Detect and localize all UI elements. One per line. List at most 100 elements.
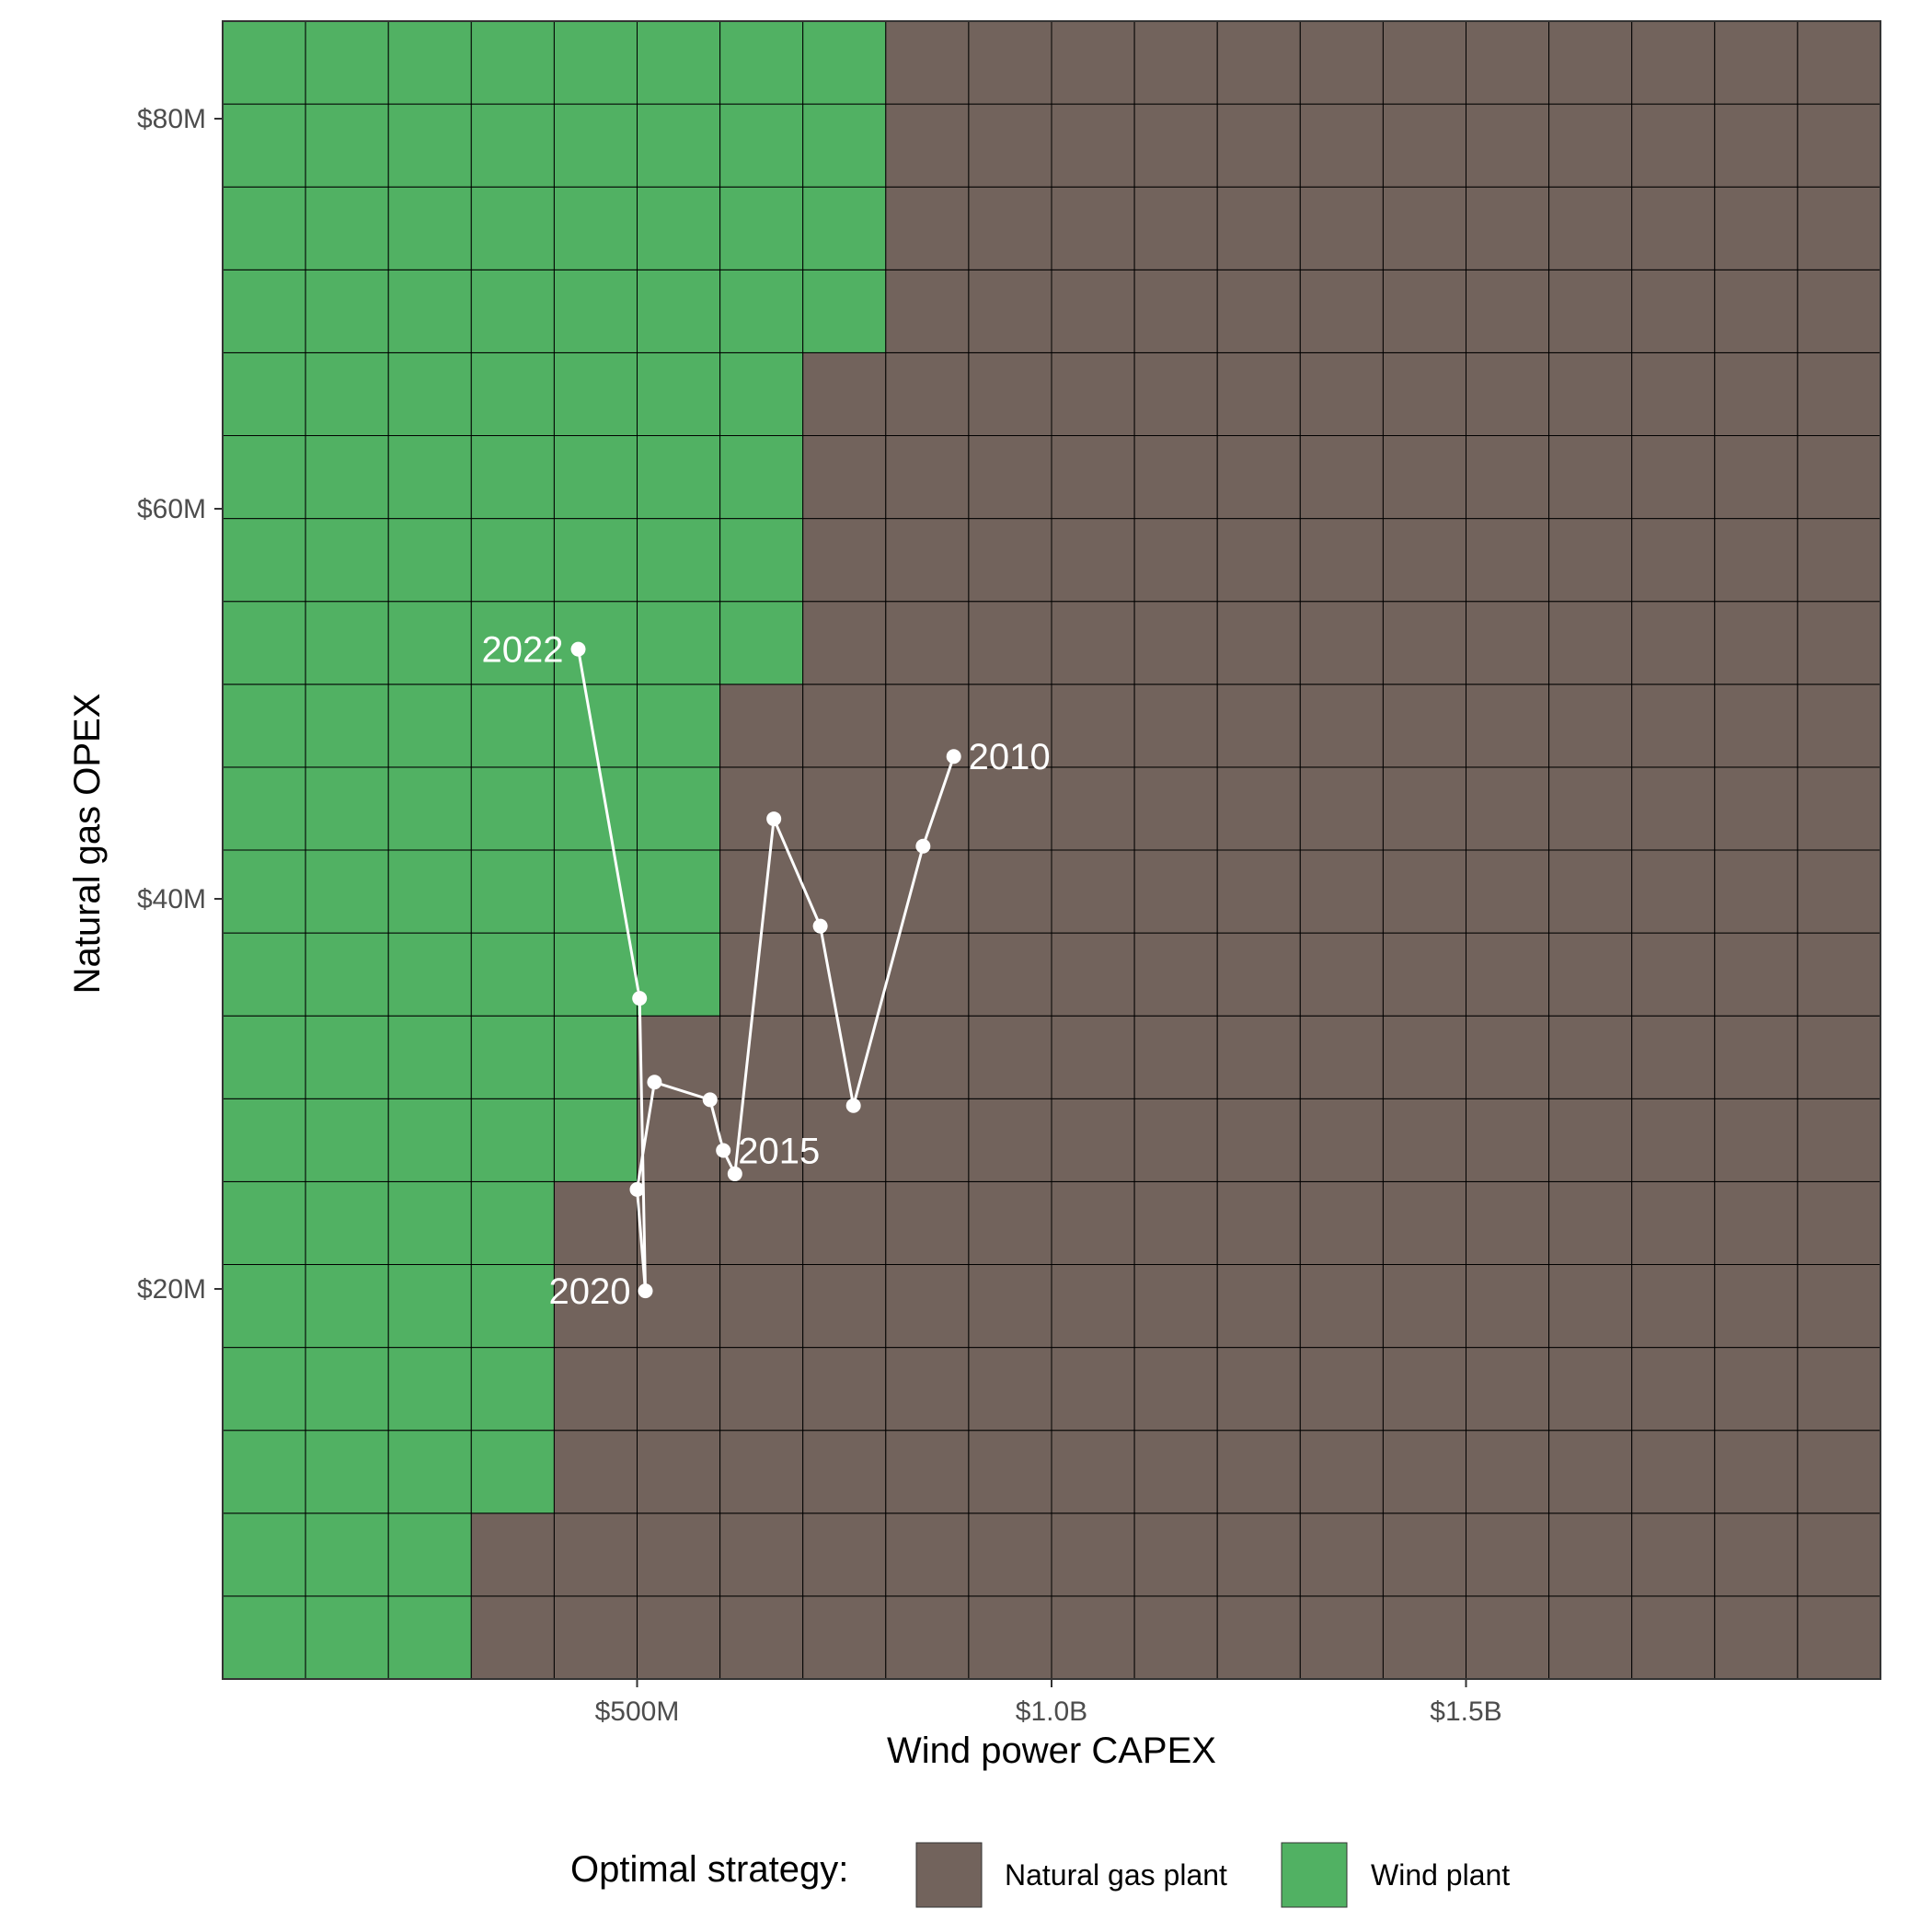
tile-natural-gas — [885, 1098, 970, 1182]
tile-natural-gas — [1051, 269, 1135, 353]
tile-natural-gas — [802, 1264, 887, 1349]
tile-natural-gas — [1216, 103, 1301, 188]
tile-natural-gas — [637, 1264, 721, 1349]
tile-wind — [387, 1264, 472, 1349]
tile-natural-gas — [802, 849, 887, 934]
tile-natural-gas — [1631, 601, 1716, 685]
tile-natural-gas — [1299, 435, 1384, 520]
tile-wind — [305, 1180, 389, 1266]
tile-wind — [387, 1180, 472, 1266]
tile-natural-gas — [1466, 518, 1550, 603]
tile-natural-gas — [885, 1512, 970, 1597]
tile-wind — [387, 20, 472, 105]
tile-natural-gas — [1051, 766, 1135, 851]
tile-wind — [387, 849, 472, 934]
tile-natural-gas — [637, 1595, 721, 1680]
tile-natural-gas — [1548, 932, 1633, 1017]
tile-natural-gas — [719, 1180, 804, 1266]
tile-wind — [553, 103, 638, 188]
tile-natural-gas — [1382, 435, 1467, 520]
tile-natural-gas — [968, 186, 1052, 270]
tile-natural-gas — [553, 1512, 638, 1597]
tile-wind — [553, 1098, 638, 1182]
tile-natural-gas — [1216, 1512, 1301, 1597]
tile-natural-gas — [1382, 684, 1467, 768]
tile-natural-gas — [1797, 1512, 1881, 1597]
tile-wind — [222, 601, 306, 685]
x-tick-label: $1.5B — [1430, 1696, 1501, 1727]
tile-natural-gas — [885, 351, 970, 436]
tile-natural-gas — [1299, 1098, 1384, 1182]
tile-wind — [222, 849, 306, 934]
tile-natural-gas — [1133, 1512, 1218, 1597]
tile-natural-gas — [1466, 1180, 1550, 1266]
tile-natural-gas — [1631, 1180, 1716, 1266]
tile-natural-gas — [1299, 684, 1384, 768]
tile-natural-gas — [1299, 1264, 1384, 1349]
tile-natural-gas — [1382, 601, 1467, 685]
tile-natural-gas — [1216, 20, 1301, 105]
tile-wind — [553, 186, 638, 270]
tile-wind — [719, 103, 804, 188]
tile-natural-gas — [1299, 1595, 1384, 1680]
tile-natural-gas — [1133, 20, 1218, 105]
tile-natural-gas — [1216, 435, 1301, 520]
tile-natural-gas — [1797, 186, 1881, 270]
tile-wind — [470, 932, 555, 1017]
data-point — [716, 1143, 731, 1158]
tile-natural-gas — [719, 1430, 804, 1514]
legend-title: Optimal strategy: — [570, 1849, 848, 1890]
tile-natural-gas — [1714, 351, 1799, 436]
point-label: 2022 — [482, 630, 564, 671]
tile-natural-gas — [1548, 351, 1633, 436]
series-layer: 2010 2015 2020 2022 — [482, 630, 1051, 1312]
tile-natural-gas — [1714, 932, 1799, 1017]
tile-natural-gas — [1631, 1015, 1716, 1099]
legend-label-wind: Wind plant — [1371, 1858, 1510, 1892]
tile-natural-gas — [1299, 849, 1384, 934]
tile-natural-gas — [1382, 351, 1467, 436]
tile-wind — [305, 766, 389, 851]
tile-natural-gas — [1216, 849, 1301, 934]
tile-natural-gas — [1382, 186, 1467, 270]
tile-natural-gas — [802, 1098, 887, 1182]
tile-natural-gas — [1051, 601, 1135, 685]
tile-natural-gas — [553, 1180, 638, 1266]
x-axis: $500M $1.0B $1.5B — [595, 1679, 1502, 1727]
tile-natural-gas — [1216, 1015, 1301, 1099]
tile-natural-gas — [1216, 1180, 1301, 1266]
tile-natural-gas — [1051, 1595, 1135, 1680]
tile-natural-gas — [1631, 435, 1716, 520]
legend-swatch-natural-gas — [915, 1842, 983, 1908]
tile-natural-gas — [1797, 1015, 1881, 1099]
tile-natural-gas — [1382, 1347, 1467, 1432]
tile-natural-gas — [968, 518, 1052, 603]
tile-natural-gas — [1714, 1180, 1799, 1266]
tile-natural-gas — [1382, 1180, 1467, 1266]
tile-wind — [305, 20, 389, 105]
data-point — [915, 838, 931, 854]
tile-wind — [387, 684, 472, 768]
tile-wind — [222, 1264, 306, 1349]
tile-wind — [222, 269, 306, 353]
legend-swatch-wind — [1281, 1842, 1348, 1908]
tile-natural-gas — [1714, 1595, 1799, 1680]
tile-natural-gas — [719, 1595, 804, 1680]
tile-wind — [387, 518, 472, 603]
tile-natural-gas — [1382, 103, 1467, 188]
tile-wind — [719, 601, 804, 685]
tile-natural-gas — [968, 20, 1052, 105]
tile-wind — [387, 1430, 472, 1514]
tile-natural-gas — [1797, 103, 1881, 188]
tile-natural-gas — [1216, 1264, 1301, 1349]
tile-wind — [470, 1180, 555, 1266]
y-tick-label: $60M — [137, 494, 206, 524]
tile-wind — [553, 766, 638, 851]
tile-wind — [387, 601, 472, 685]
tile-natural-gas — [802, 1512, 887, 1597]
tile-wind — [222, 435, 306, 520]
tile-wind — [470, 1098, 555, 1182]
tile-wind — [222, 186, 306, 270]
tile-natural-gas — [553, 1347, 638, 1432]
tile-wind — [305, 1098, 389, 1182]
